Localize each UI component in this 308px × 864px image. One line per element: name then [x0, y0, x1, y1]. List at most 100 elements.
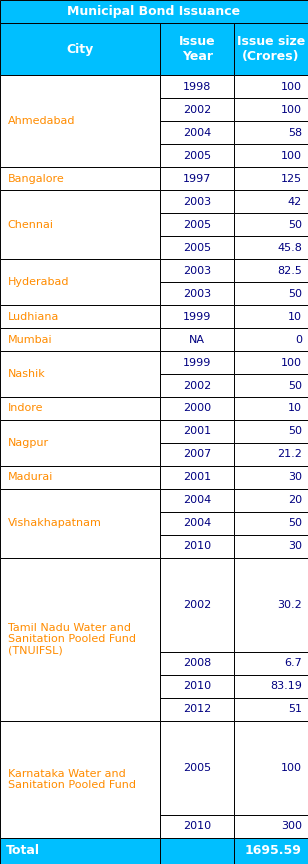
Text: 2010: 2010 [183, 822, 211, 831]
Text: 30.2: 30.2 [277, 600, 302, 610]
Bar [234, 489, 308, 512]
Bar [160, 489, 234, 512]
Bar [234, 190, 308, 213]
Text: 1999: 1999 [183, 312, 211, 321]
Text: Issue size
(Crores): Issue size (Crores) [237, 35, 305, 63]
Bar [0, 328, 160, 351]
Bar [160, 443, 234, 466]
Text: 2007: 2007 [183, 449, 211, 460]
Bar [234, 236, 308, 259]
Text: 1998: 1998 [183, 82, 211, 92]
Bar [160, 351, 234, 374]
Text: 2001: 2001 [183, 473, 211, 482]
Bar [0, 23, 160, 75]
Bar [160, 144, 234, 167]
Bar [160, 838, 234, 864]
Text: Nashik: Nashik [8, 369, 46, 379]
Bar [0, 838, 160, 864]
Text: 2005: 2005 [183, 150, 211, 161]
Bar [160, 397, 234, 420]
Bar [0, 0, 308, 23]
Bar [160, 328, 234, 351]
Text: 30: 30 [288, 473, 302, 482]
Bar [160, 23, 234, 75]
Bar [160, 282, 234, 305]
Bar [234, 75, 308, 98]
Text: Karnataka Water and
Sanitation Pooled Fund: Karnataka Water and Sanitation Pooled Fu… [8, 769, 136, 791]
Text: 83.19: 83.19 [270, 682, 302, 691]
Bar [234, 652, 308, 675]
Text: 6.7: 6.7 [284, 658, 302, 669]
Bar [160, 121, 234, 144]
Bar [0, 167, 160, 190]
Text: 100: 100 [281, 763, 302, 773]
Bar [160, 512, 234, 535]
Text: 2005: 2005 [183, 219, 211, 230]
Bar [0, 489, 160, 558]
Text: 2004: 2004 [183, 128, 211, 137]
Text: 100: 100 [281, 105, 302, 115]
Text: 100: 100 [281, 150, 302, 161]
Bar [0, 190, 160, 259]
Text: 1695.59: 1695.59 [245, 844, 302, 857]
Text: 21.2: 21.2 [277, 449, 302, 460]
Bar [0, 420, 160, 466]
Bar [160, 466, 234, 489]
Text: 1997: 1997 [183, 174, 211, 184]
Text: Ahmedabad: Ahmedabad [8, 116, 75, 126]
Text: 2008: 2008 [183, 658, 211, 669]
Text: 82.5: 82.5 [277, 265, 302, 276]
Text: 42: 42 [288, 197, 302, 206]
Text: 2002: 2002 [183, 600, 211, 610]
Text: 2002: 2002 [183, 105, 211, 115]
Bar [160, 98, 234, 121]
Bar [234, 351, 308, 374]
Bar [160, 213, 234, 236]
Text: Hyderabad: Hyderabad [8, 277, 69, 287]
Text: NA: NA [189, 334, 205, 345]
Text: 0: 0 [295, 334, 302, 345]
Text: Indore: Indore [8, 403, 43, 414]
Text: 2012: 2012 [183, 704, 211, 715]
Bar [234, 838, 308, 864]
Bar [234, 259, 308, 282]
Bar [0, 351, 160, 397]
Bar [234, 397, 308, 420]
Text: Madurai: Madurai [8, 473, 53, 482]
Bar [0, 305, 160, 328]
Text: City: City [67, 42, 94, 55]
Text: 2004: 2004 [183, 518, 211, 529]
Text: 10: 10 [288, 312, 302, 321]
Text: 51: 51 [288, 704, 302, 715]
Bar [234, 167, 308, 190]
Text: Vishakhapatnam: Vishakhapatnam [8, 518, 102, 529]
Text: 2010: 2010 [183, 542, 211, 551]
Text: 50: 50 [288, 219, 302, 230]
Bar [0, 466, 160, 489]
Bar [234, 144, 308, 167]
Text: 2010: 2010 [183, 682, 211, 691]
Bar [160, 698, 234, 721]
Bar [0, 721, 160, 838]
Bar [160, 374, 234, 397]
Text: Ludhiana: Ludhiana [8, 312, 59, 321]
Bar [234, 535, 308, 558]
Text: 50: 50 [288, 518, 302, 529]
Bar [160, 558, 234, 652]
Bar [0, 75, 160, 167]
Bar [160, 305, 234, 328]
Text: Nagpur: Nagpur [8, 438, 49, 448]
Text: Bangalore: Bangalore [8, 174, 64, 184]
Bar [160, 259, 234, 282]
Bar [160, 652, 234, 675]
Text: Issue
Year: Issue Year [179, 35, 215, 63]
Text: 2002: 2002 [183, 380, 211, 391]
Bar [234, 558, 308, 652]
Text: Tamil Nadu Water and
Sanitation Pooled Fund
(TNUIFSL): Tamil Nadu Water and Sanitation Pooled F… [8, 623, 136, 656]
Bar [234, 213, 308, 236]
Text: 2001: 2001 [183, 427, 211, 436]
Bar [160, 236, 234, 259]
Text: 2000: 2000 [183, 403, 211, 414]
Bar [234, 121, 308, 144]
Bar [234, 420, 308, 443]
